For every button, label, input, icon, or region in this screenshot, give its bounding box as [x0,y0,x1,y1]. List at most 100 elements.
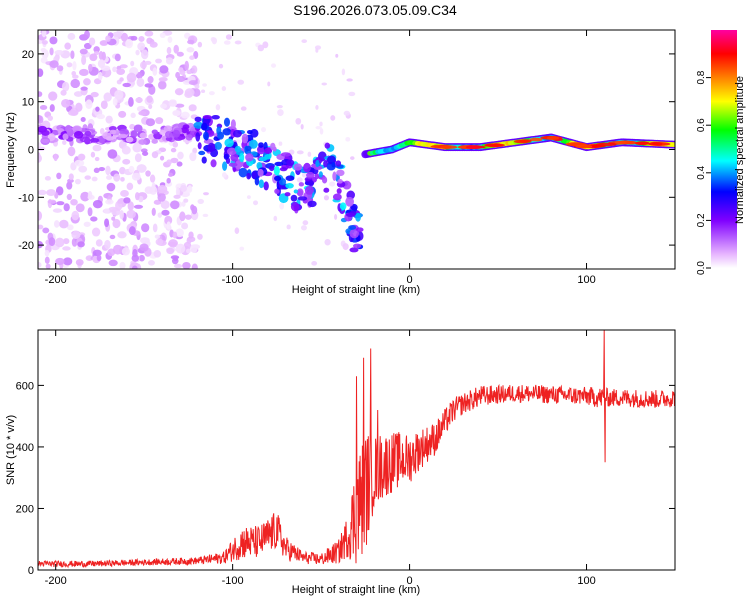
noise-speckle [66,181,73,190]
noise-speckle [186,237,192,244]
noise-speckle [38,91,43,97]
trail-cell [304,185,314,195]
noise-speckle [126,209,136,219]
trail-cell [258,156,267,162]
noise-speckle [128,97,134,107]
noise-speckle [103,208,110,214]
noise-speckle [341,68,346,76]
noise-speckle [89,53,98,62]
noise-speckle [157,184,168,194]
noise-speckle [132,265,138,269]
noise-speckle [302,220,309,226]
band-cell [151,138,158,144]
noise-speckle [172,109,181,117]
noise-speckle [105,35,111,42]
noise-speckle [348,91,356,97]
noise-speckle [296,150,304,155]
noise-speckle [61,98,71,108]
noise-speckle [176,161,183,167]
colorbar-gradient [711,30,737,268]
trail-cell [194,116,202,123]
trail-cell [258,142,264,148]
band-cell [73,130,84,139]
band-cell [89,138,100,143]
trail-cell [256,161,263,170]
trail-cell [246,172,251,180]
noise-speckle [112,31,123,38]
noise-speckle [84,30,90,40]
trail-cell [324,142,331,149]
noise-speckle [68,109,79,116]
noise-speckle [99,128,105,135]
band-cell [40,138,50,143]
trail-cell [278,178,287,186]
trail-cell [232,129,242,138]
noise-speckle [279,202,285,210]
trail-cell [306,171,315,179]
trail-cell [285,175,295,182]
noise-speckle [114,53,121,62]
snr-y-axis-label: SNR (10 * v/v) [5,415,17,485]
noise-speckle [139,243,149,252]
noise-speckle [63,257,73,266]
noise-speckle [234,227,240,235]
spectrogram-y-tick-label: 0 [28,145,34,157]
noise-speckle [105,115,113,124]
noise-speckle [215,104,221,111]
tone-peak [439,145,458,149]
noise-speckle [72,60,77,71]
band-cell [182,124,190,130]
noise-speckle [92,199,103,209]
noise-speckle [135,72,143,79]
noise-speckle [148,260,155,266]
noise-speckle [74,159,85,167]
noise-speckle [62,238,70,245]
noise-speckle [108,259,118,267]
noise-speckle [190,244,198,253]
noise-speckle [173,44,179,54]
noise-speckle [56,201,65,206]
noise-speckle [153,249,162,258]
noise-speckle [85,99,93,110]
snr-x-tick-label: 0 [407,575,413,587]
noise-speckle [194,84,200,89]
trail-cell [349,228,359,239]
noise-speckle [161,209,170,216]
noise-speckle [116,68,126,75]
noise-speckle [218,63,224,69]
noise-speckle [319,121,323,127]
noise-speckle [319,128,324,135]
noise-speckle [154,234,161,239]
band-cell [62,133,69,140]
noise-speckle [223,40,231,45]
trail-cell [195,132,201,142]
colorbar-label: Normalized spectral amplitude [734,76,746,224]
noise-speckle [184,214,192,220]
tone-peak [529,137,543,142]
figure-title: S196.2026.073.05.09.C34 [293,2,457,18]
noise-speckle [88,63,93,72]
noise-speckle [179,69,186,75]
noise-speckle [106,182,116,192]
noise-speckle [307,151,312,157]
trail-cell [217,131,225,140]
noise-speckle [119,209,124,220]
noise-speckle [40,47,47,53]
noise-speckle [164,215,173,225]
noise-speckle [44,249,50,257]
noise-speckle [160,103,167,109]
snr-x-tick-label: 100 [577,575,595,587]
noise-speckle [99,40,109,46]
band-cell [125,136,134,143]
trail-cell [345,196,354,207]
trail-cell [251,171,258,179]
band-cell [138,139,147,145]
noise-speckle [253,200,259,206]
trail-cell [226,147,237,156]
noise-speckle [165,181,173,187]
trail-cell [234,145,241,153]
noise-speckle [175,243,186,254]
noise-speckle [155,58,162,64]
noise-speckle [63,203,70,212]
